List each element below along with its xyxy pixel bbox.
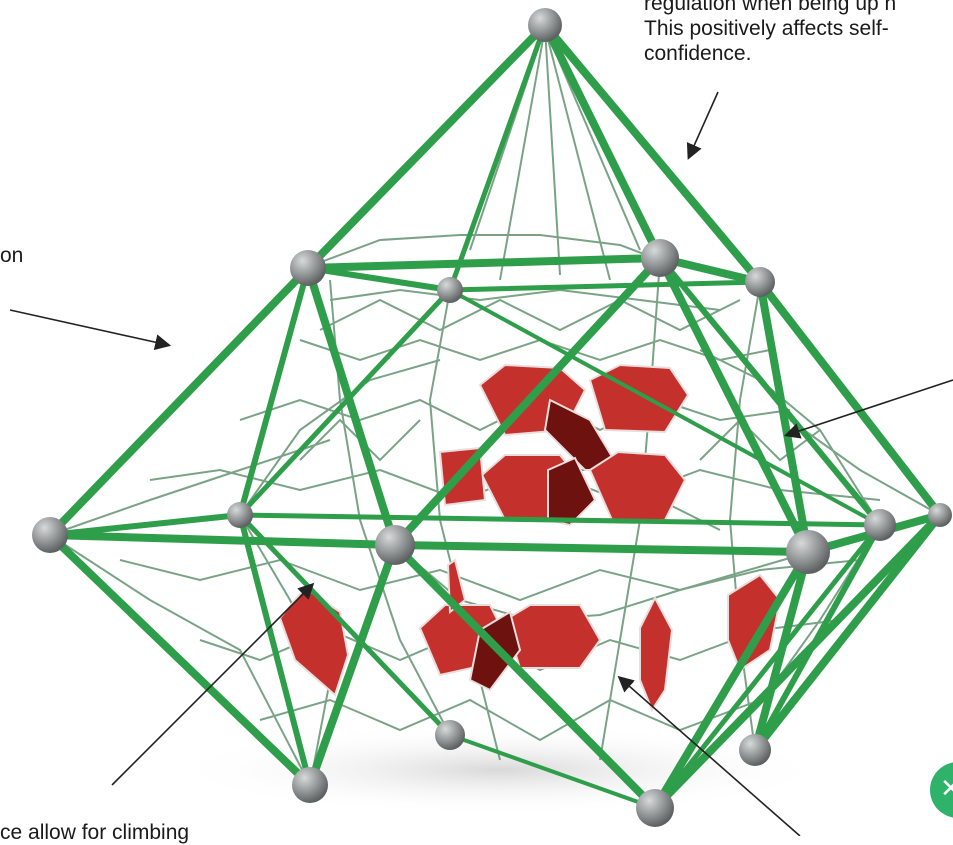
node [292,767,328,803]
node [437,277,463,303]
badge-glyph: ✕ [940,774,953,804]
red-panel [547,456,597,527]
node [375,525,415,565]
red-panel [727,573,782,672]
badge-icon[interactable]: ✕ [930,762,953,818]
arrow-bottom-left [111,582,315,786]
node [928,503,952,527]
frame-nodes [32,8,952,827]
node [864,509,896,541]
red-panel [588,450,687,521]
arrow-right [783,379,953,439]
arrow-top-right [686,91,719,160]
red-panel [639,595,674,713]
annotation-bottom-left: ce allow for climbing [0,821,190,844]
node [745,267,775,297]
red-panel [278,586,350,697]
node [636,789,674,827]
node [528,8,562,42]
node [641,239,679,277]
annotation-line: confidence. [644,42,752,65]
annotation-left: on [0,244,24,267]
node [435,720,465,750]
ground-shadow [170,725,830,815]
node [290,250,326,286]
arrow-left [9,309,172,351]
arrow-bottom-right [617,675,801,836]
annotation-top-right: regulation when being up h This positive… [644,0,953,66]
annotation-line: regulation when being up h [644,0,897,15]
node [786,530,830,574]
node [739,734,771,766]
annotation-arrows [9,91,953,836]
frame-tubes [46,21,944,812]
node [32,517,68,553]
node [227,502,253,528]
red-panel [503,604,602,669]
annotation-line: This positively affects self- [644,17,889,40]
